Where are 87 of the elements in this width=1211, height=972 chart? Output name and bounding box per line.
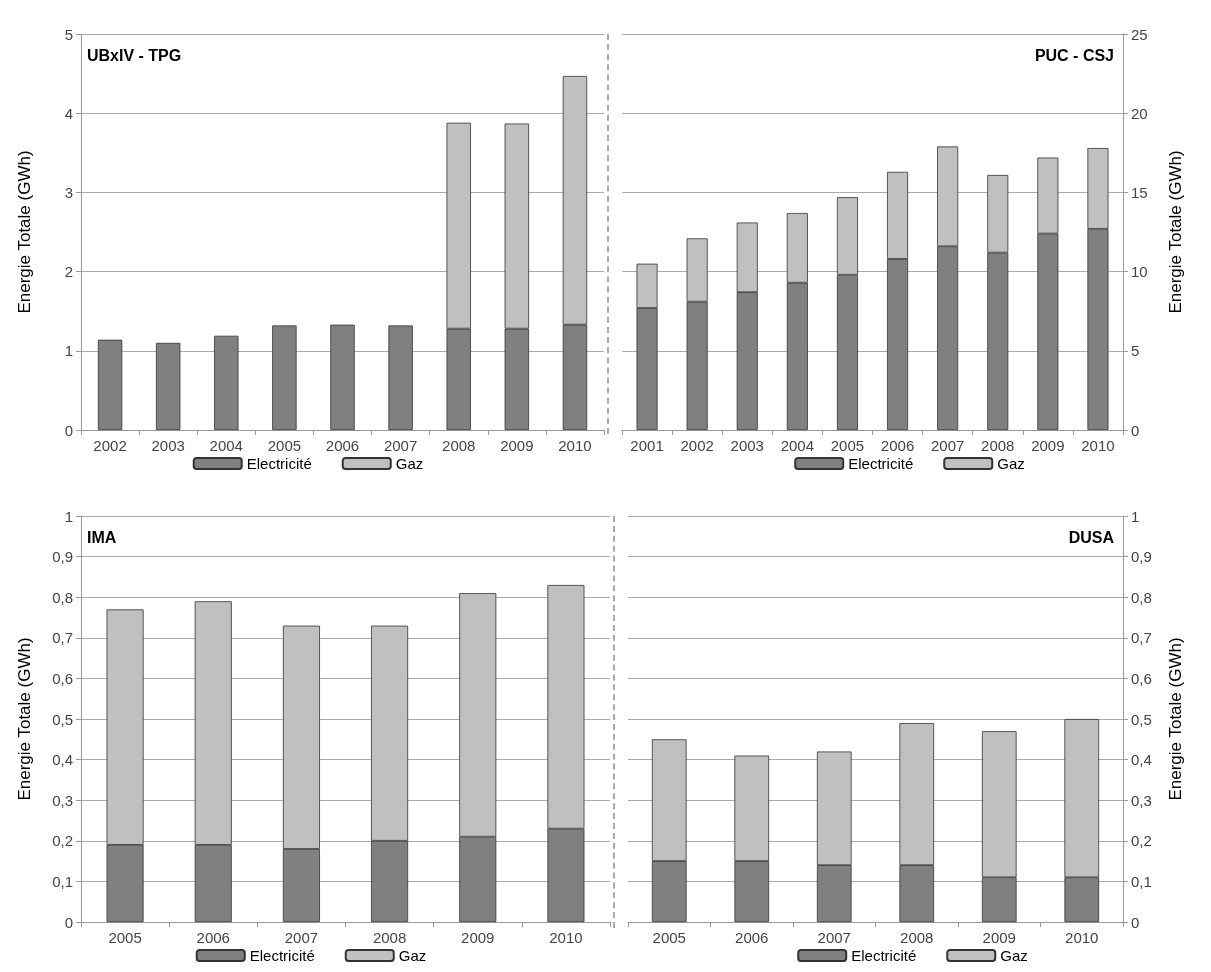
y-tick-label: 1 — [64, 342, 73, 360]
y2-axis-title: Energie Totale (GWh) — [1166, 150, 1185, 314]
y-axis-title: Energie Totale (GWh) — [15, 637, 34, 801]
y2-tick-label: 5 — [1131, 342, 1140, 360]
x-tick-label: 2008 — [900, 929, 934, 946]
x-tick-label: 2004 — [780, 437, 815, 454]
y-tick-label: 0 — [64, 421, 73, 439]
x-tick-label: 2002 — [93, 437, 127, 454]
x-tick-label: 2010 — [549, 929, 583, 946]
y2-tick-label: 0,6 — [1131, 669, 1152, 687]
x-tick-label: 2001 — [630, 437, 664, 454]
x-tick-label: 2004 — [209, 437, 243, 454]
legend-label: Gaz — [395, 455, 424, 472]
x-tick-label: 2009 — [982, 929, 1016, 946]
y-tick-label: 5 — [64, 25, 73, 43]
x-tick-label: 2006 — [880, 437, 915, 454]
text: PUC - CSJ — [1034, 46, 1114, 64]
legend-label: Electricité — [851, 947, 917, 964]
x-tick-label: 2007 — [930, 437, 965, 454]
legend-label: Gaz — [398, 947, 427, 964]
x-tick-label: 2008 — [981, 437, 1015, 454]
y2-tick-label: 0,1 — [1131, 872, 1152, 890]
y-tick-label: 0,1 — [52, 872, 73, 890]
y-axis-title: Energie Totale (GWh) — [15, 150, 34, 314]
x-tick-label: 2008 — [372, 929, 407, 946]
y-tick-label: 0,4 — [52, 751, 73, 769]
y2-tick-label: 1 — [1131, 507, 1140, 525]
x-tick-label: 2003 — [151, 437, 185, 454]
y-tick-label: 0,2 — [52, 832, 73, 850]
y-tick-label: 0,5 — [52, 710, 73, 728]
y2-tick-label: 20 — [1131, 104, 1148, 122]
y-tick-label: 0,7 — [52, 629, 73, 647]
y2-tick-label: 0 — [1131, 913, 1140, 931]
x-tick-label: 2005 — [652, 929, 686, 946]
y2-tick-label: 0,7 — [1131, 629, 1152, 647]
bar — [330, 324, 355, 430]
x-tick-label: 2005 — [108, 929, 142, 946]
text: UBxIV - TPG — [87, 46, 182, 64]
y2-tick-label: 0,2 — [1131, 832, 1152, 850]
x-tick-label: 2006 — [325, 437, 360, 454]
x-tick-label: 2009 — [1031, 437, 1065, 454]
bar — [155, 342, 181, 430]
legend-label: Gaz — [997, 455, 1025, 472]
y2-tick-label: 0,9 — [1131, 548, 1152, 566]
y-tick-label: 0 — [64, 913, 73, 931]
x-tick-label: 2008 — [442, 437, 476, 454]
y-tick-label: 0,8 — [52, 588, 73, 606]
y2-axis-title: Energie Totale (GWh) — [1166, 637, 1185, 801]
text: IMA — [87, 528, 117, 546]
y-tick-label: 0,3 — [52, 791, 73, 809]
y-tick-label: 4 — [64, 104, 73, 122]
bar — [272, 325, 297, 430]
y2-tick-label: 0 — [1131, 421, 1140, 439]
y2-tick-label: 15 — [1131, 183, 1148, 201]
x-tick-label: 2006 — [196, 929, 230, 946]
y-tick-label: 0,6 — [52, 669, 73, 687]
y-tick-label: 3 — [64, 183, 73, 201]
bar — [214, 335, 239, 430]
x-tick-label: 2005 — [830, 437, 865, 454]
text: DUSA — [1068, 528, 1115, 546]
x-tick-label: 2009 — [500, 437, 534, 454]
y-tick-label: 2 — [64, 263, 73, 281]
x-tick-label: 2006 — [735, 929, 769, 946]
legend-label: Gaz — [1000, 947, 1028, 964]
y2-tick-label: 10 — [1131, 263, 1148, 281]
legend-label: Electricité — [246, 455, 312, 472]
y2-tick-label: 0,4 — [1131, 751, 1152, 769]
x-tick-label: 2007 — [284, 929, 319, 946]
legend-label: Electricité — [848, 455, 914, 472]
y2-tick-label: 0,8 — [1131, 588, 1152, 606]
x-tick-label: 2010 — [558, 437, 592, 454]
x-tick-label: 2007 — [383, 437, 418, 454]
y2-tick-label: 0,5 — [1131, 710, 1152, 728]
y2-tick-label: 0,3 — [1131, 791, 1152, 809]
x-tick-label: 2007 — [817, 929, 851, 946]
legend-label: Electricité — [249, 947, 315, 964]
y-tick-label: 1 — [64, 507, 73, 525]
x-tick-label: 2009 — [461, 929, 495, 946]
x-tick-label: 2002 — [680, 437, 714, 454]
y-tick-label: 0,9 — [52, 548, 73, 566]
x-tick-label: 2003 — [730, 437, 764, 454]
x-tick-label: 2005 — [267, 437, 302, 454]
x-tick-label: 2010 — [1065, 929, 1099, 946]
x-tick-label: 2010 — [1081, 437, 1115, 454]
bar — [388, 325, 413, 430]
y2-tick-label: 25 — [1131, 25, 1148, 43]
bar — [97, 339, 123, 430]
